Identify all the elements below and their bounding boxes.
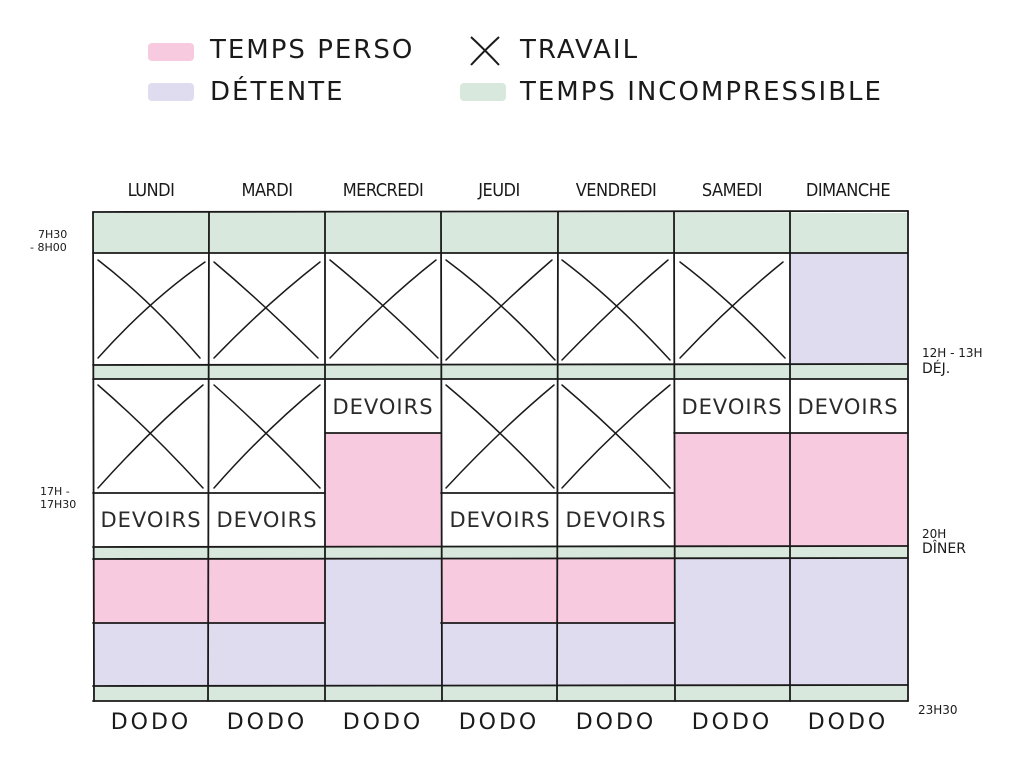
band-dinner-incompressible: [93, 547, 908, 559]
band-morning-incompressible: [93, 213, 908, 253]
travail-x-icon: [561, 384, 671, 489]
travail-x-icon: [679, 261, 786, 359]
travail-x-icon: [213, 384, 321, 489]
legend-swatch-temps-incompressible: [460, 83, 506, 101]
time-label-afternoon-start: 17H -: [40, 485, 70, 498]
devoirs-label-jeudi: DEVOIRS: [449, 508, 551, 532]
cell-jeudi-evening-detente: [441, 623, 558, 686]
cell-lundi-evening-detente: [93, 623, 209, 686]
travail-x-icon: [445, 384, 555, 489]
cell-samedi-afternoon-perso: [674, 433, 790, 547]
legend-label-temps-incompressible: TEMPS INCOMPRESSIBLE: [520, 77, 883, 107]
devoirs-label-mercredi: DEVOIRS: [332, 395, 434, 419]
devoirs-label-lundi: DEVOIRS: [100, 508, 202, 532]
day-header-mardi: MARDI: [241, 180, 293, 201]
time-label-dinner-hour: 20H: [922, 527, 947, 541]
day-header-lundi: LUNDI: [127, 180, 175, 201]
cell-vendredi-evening-detente: [558, 623, 674, 686]
devoirs-label-dimanche: DEVOIRS: [797, 395, 899, 419]
time-label-morning-end: - 8H00: [30, 241, 67, 254]
travail-x-icon: [213, 261, 321, 359]
time-label-afternoon-end: 17H30: [40, 498, 77, 511]
band-lunch-incompressible: [93, 365, 908, 379]
dodo-label-lundi: DODO: [110, 710, 192, 735]
cell-dimanche-afternoon-perso: [790, 433, 908, 547]
day-header-samedi: SAMEDI: [701, 180, 763, 201]
travail-x-icon: [470, 36, 500, 66]
cell-lundi-evening-perso: [93, 559, 209, 623]
time-label-lunch-hours: 12H - 13H: [922, 346, 983, 360]
cell-mercredi-evening-detente: [325, 559, 441, 686]
travail-x-icon: [445, 259, 556, 361]
devoirs-label-mardi: DEVOIRS: [216, 508, 318, 532]
travail-x-icon: [561, 259, 671, 361]
cell-mercredi-afternoon-perso: [325, 433, 441, 547]
devoirs-label-vendredi: DEVOIRS: [565, 508, 667, 532]
time-label-dinner: DÎNER: [922, 541, 966, 557]
legend-swatch-temps-perso: [148, 43, 194, 61]
travail-x-icon: [329, 259, 439, 359]
band-night-incompressible: [93, 686, 908, 701]
travail-x-icon: [97, 259, 206, 359]
cell-mardi-evening-perso: [209, 559, 325, 623]
cell-vendredi-evening-perso: [558, 559, 674, 623]
dodo-label-mercredi: DODO: [342, 710, 424, 735]
devoirs-label-samedi: DEVOIRS: [681, 395, 783, 419]
time-label-night: 23H30: [918, 703, 958, 717]
legend-label-travail: TRAVAIL: [520, 35, 640, 65]
legend-label-detente: DÉTENTE: [210, 77, 345, 107]
travail-x-icon: [97, 384, 204, 489]
time-label-lunch: DÉJ.: [922, 361, 951, 377]
dodo-label-mardi: DODO: [226, 710, 308, 735]
cell-dimanche-morning-detente: [790, 253, 908, 365]
cell-jeudi-evening-perso: [441, 559, 558, 623]
dodo-label-vendredi: DODO: [575, 710, 657, 735]
legend-label-temps-perso: TEMPS PERSO: [210, 35, 415, 65]
dodo-label-jeudi: DODO: [458, 710, 540, 735]
day-header-jeudi: JEUDI: [478, 180, 520, 201]
day-header-mercredi: MERCREDI: [342, 180, 424, 201]
cell-mardi-evening-detente: [209, 623, 325, 686]
day-header-dimanche: DIMANCHE: [805, 180, 891, 201]
dodo-label-samedi: DODO: [691, 710, 773, 735]
dodo-label-dimanche: DODO: [807, 710, 889, 735]
day-header-vendredi: VENDREDI: [575, 180, 657, 201]
cell-dimanche-evening-detente: [790, 559, 908, 686]
time-label-morning-start: 7H30: [38, 228, 68, 241]
legend-swatch-detente: [148, 83, 194, 101]
cell-samedi-evening-detente: [674, 559, 790, 686]
